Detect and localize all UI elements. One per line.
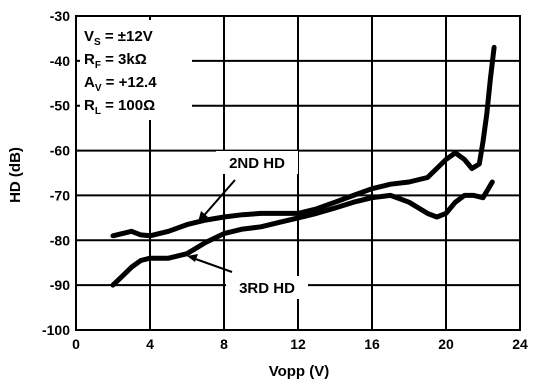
condition-line: AV = +12.4 (84, 74, 157, 94)
series-line-3rd-hd (110, 179, 495, 288)
x-axis-title: Vopp (V) (269, 363, 330, 380)
annotation-3rd-hd: 3RD HD (239, 280, 295, 297)
x-tick-label: 0 (72, 336, 80, 352)
annotation-3rd-hd-arrowhead (187, 254, 198, 262)
series-layer (110, 44, 497, 288)
y-tick-label: -90 (50, 277, 70, 293)
series-line-2nd-hd (110, 44, 497, 239)
x-tick-label: 4 (146, 336, 154, 352)
y-tick-label: -60 (50, 143, 70, 159)
x-tick-label: 16 (364, 336, 380, 352)
annotation-3rd-hd-leader (189, 256, 233, 273)
conditions-text: VS = ±12V RF = 3kΩ AV = +12.4 RL = 100Ω (84, 28, 157, 117)
annotation-2nd-hd-arrowhead (198, 211, 208, 222)
y-tick-label: -40 (50, 53, 70, 69)
condition-line: VS = ±12V (84, 28, 153, 48)
annotation-2nd-hd: 2ND HD (229, 155, 285, 172)
y-tick-label: -80 (50, 232, 70, 248)
y-tick-label: -30 (50, 8, 70, 24)
condition-line: RL = 100Ω (84, 97, 155, 117)
y-tick-label: -50 (50, 98, 70, 114)
x-tick-label: 12 (290, 336, 306, 352)
x-tick-label: 24 (512, 336, 528, 352)
y-tick-label: -70 (50, 187, 70, 203)
plot-area-frame (75, 15, 521, 331)
annotation-3rd-hd-box (226, 276, 308, 299)
x-tick-label: 20 (438, 336, 454, 352)
annotation-2nd-hd-box (216, 151, 298, 174)
conditions-box-background (80, 20, 192, 120)
x-tick-label: 8 (220, 336, 228, 352)
y-tick-label: -100 (42, 322, 70, 338)
annotation-2nd-hd-leader (199, 179, 236, 221)
condition-line: RF = 3kΩ (84, 51, 147, 71)
tick-labels: 0 4 8 12 16 20 24 -30 -40 -50 -60 -70 -80 -90 -100 (42, 8, 528, 352)
y-axis-title: HD (dB) (7, 147, 24, 203)
